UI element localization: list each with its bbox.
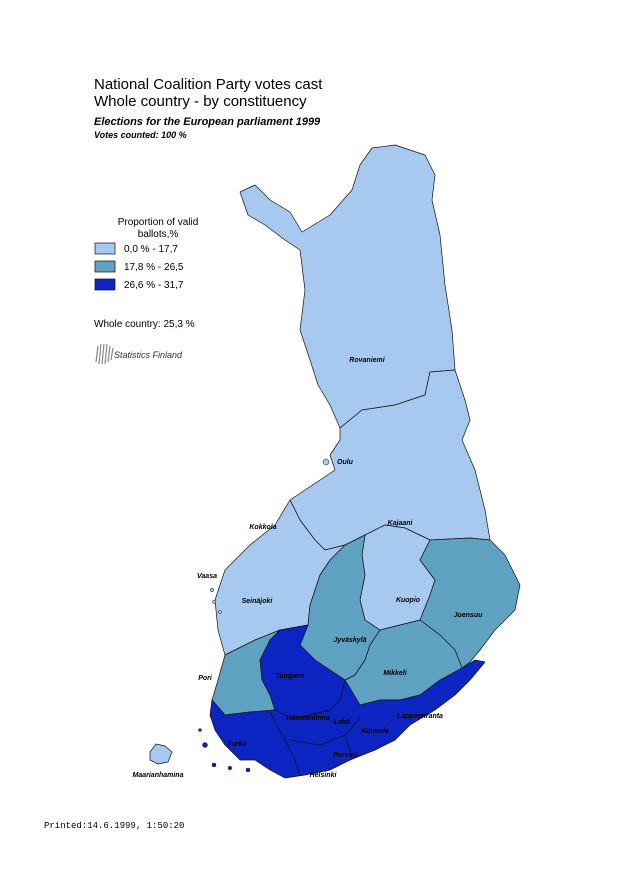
- place-label: Mikkeli: [383, 670, 407, 677]
- legend-label: 17,8 % - 26,5: [124, 262, 184, 273]
- islands: [198, 728, 251, 773]
- logo-mark: [95, 343, 114, 365]
- islands: [209, 458, 330, 614]
- place-label: Kuopio: [396, 597, 421, 604]
- place-label: Kokkola: [249, 524, 276, 531]
- place-label: Tampere: [276, 673, 305, 680]
- place-label: Rovaniemi: [349, 357, 385, 364]
- place-label: Vaasa: [197, 573, 217, 580]
- region-border: [269, 711, 301, 776]
- footer: Printed:14.6.1999, 1:50:20: [44, 821, 184, 831]
- region: [149, 743, 173, 765]
- region: [209, 659, 486, 779]
- place-label: Lappeenranta: [397, 713, 443, 720]
- logo-text: Statistics Finland: [114, 350, 183, 360]
- legend: 0,0 % - 17,7 17,8 % - 26,5 26,6 % - 31,7: [94, 242, 184, 291]
- place-label: Porvoo: [333, 752, 358, 759]
- region-border: [344, 734, 353, 759]
- subtitle: Elections for the European parliament 19…: [94, 116, 321, 128]
- place-label: Turku: [227, 741, 247, 748]
- region: [419, 537, 521, 669]
- place-label: Seinäjoki: [242, 598, 274, 605]
- whole-country: Whole country: 25,3 %: [94, 319, 195, 330]
- place-label: Kajaani: [388, 520, 414, 527]
- place-label: Pori: [198, 675, 213, 682]
- place-label: Helsinki: [310, 772, 338, 779]
- title: National Coalition Party votes cast: [94, 76, 323, 93]
- map: [149, 144, 521, 779]
- place-label: Jyväskylä: [333, 637, 366, 644]
- legend-title: ballots,%: [138, 229, 179, 240]
- place-label: Joensuu: [454, 612, 484, 619]
- logo: Statistics Finland: [95, 343, 183, 365]
- place-label: Lahti: [334, 719, 352, 726]
- legend-label: 0,0 % - 17,7: [124, 244, 178, 255]
- place-labels: Rovaniemi Oulu Kokkola Kajaani Vaasa Seinäjok…: [133, 357, 484, 779]
- region-border: [289, 717, 361, 746]
- legend-title: Proportion of valid: [118, 217, 199, 228]
- region: [239, 144, 456, 429]
- title: Whole country - by constituency: [94, 93, 307, 110]
- place-label: Oulu: [337, 459, 354, 466]
- legend-swatch: [94, 278, 116, 291]
- votes-counted: Votes counted: 100 %: [94, 130, 187, 140]
- legend-swatch: [94, 242, 116, 255]
- legend-label: 26,6 % - 31,7: [124, 280, 184, 291]
- place-label: Hämeenlinna: [286, 715, 330, 722]
- place-label: Maarianhamina: [133, 772, 184, 779]
- legend-swatch: [94, 260, 116, 273]
- place-label: Kouvola: [361, 728, 389, 735]
